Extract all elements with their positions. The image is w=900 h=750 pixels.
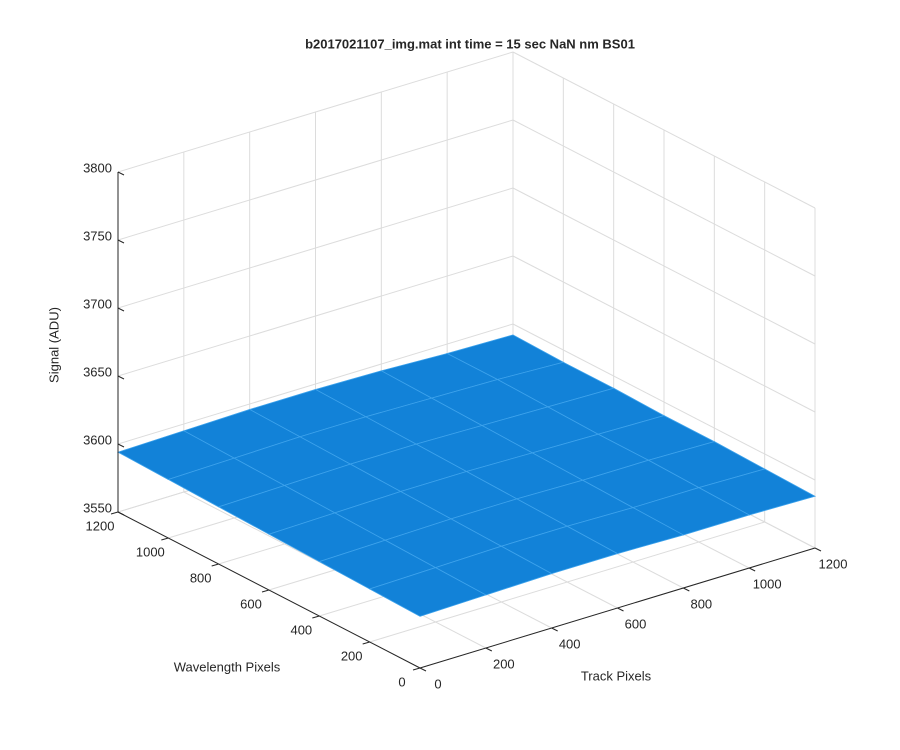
x-tick-label: 0 <box>434 676 441 691</box>
y-tick <box>312 615 320 619</box>
x-tick-label: 600 <box>625 616 647 631</box>
x-tick-label: 1200 <box>819 556 848 571</box>
x-tick-label: 200 <box>493 656 515 671</box>
grid-line <box>512 119 816 277</box>
y-tick-label: 200 <box>341 648 363 663</box>
grid-line <box>117 255 514 377</box>
x-axis-label: Track Pixels <box>581 668 652 683</box>
y-tick-label: 1200 <box>86 518 115 533</box>
surface-patch <box>368 567 487 617</box>
grid-line <box>117 323 514 445</box>
x-tick <box>814 547 822 552</box>
y-tick <box>412 667 421 671</box>
x-tick <box>617 607 624 612</box>
x-tick-label: 800 <box>690 596 712 611</box>
z-tick-label: 3700 <box>83 296 112 311</box>
x-tick <box>551 627 558 632</box>
y-tick-label: 400 <box>290 622 312 637</box>
z-tick-label: 3650 <box>83 364 112 379</box>
y-tick <box>362 641 370 645</box>
y-tick <box>261 589 270 593</box>
x-tick <box>419 667 427 672</box>
x-tick-label: 1000 <box>753 576 782 591</box>
z-tick <box>117 239 125 244</box>
grid-line <box>117 119 514 241</box>
grid-line <box>512 187 816 345</box>
z-tick <box>117 375 125 380</box>
grid-line <box>117 51 514 173</box>
y-tick-label: 800 <box>190 570 212 585</box>
y-tick-label: 600 <box>240 596 262 611</box>
z-tick <box>117 171 125 176</box>
grid-line <box>117 187 514 309</box>
y-tick-label: 1000 <box>136 544 165 559</box>
z-tick <box>117 511 125 516</box>
x-tick <box>683 587 690 592</box>
z-tick <box>117 307 125 312</box>
chart-title: b2017021107_img.mat int time = 15 sec Na… <box>305 36 635 51</box>
grid-line <box>512 51 816 209</box>
y-tick <box>161 537 169 541</box>
y-axis-label: Wavelength Pixels <box>174 659 281 674</box>
x-tick <box>748 567 756 572</box>
grid-line <box>369 521 765 643</box>
x-tick <box>485 647 493 652</box>
z-tick-label: 3800 <box>83 160 112 175</box>
grid-line <box>512 255 816 413</box>
y-tick-label: 0 <box>398 674 405 689</box>
grid-line <box>512 323 816 481</box>
z-tick <box>117 443 125 448</box>
x-tick-label: 400 <box>559 636 581 651</box>
y-tick <box>211 563 219 567</box>
y-tick <box>110 511 119 515</box>
z-tick-label: 3750 <box>83 228 112 243</box>
z-tick-label: 3550 <box>83 500 112 515</box>
z-axis-label: Signal (ADU) <box>46 307 61 383</box>
z-tick-label: 3600 <box>83 432 112 447</box>
